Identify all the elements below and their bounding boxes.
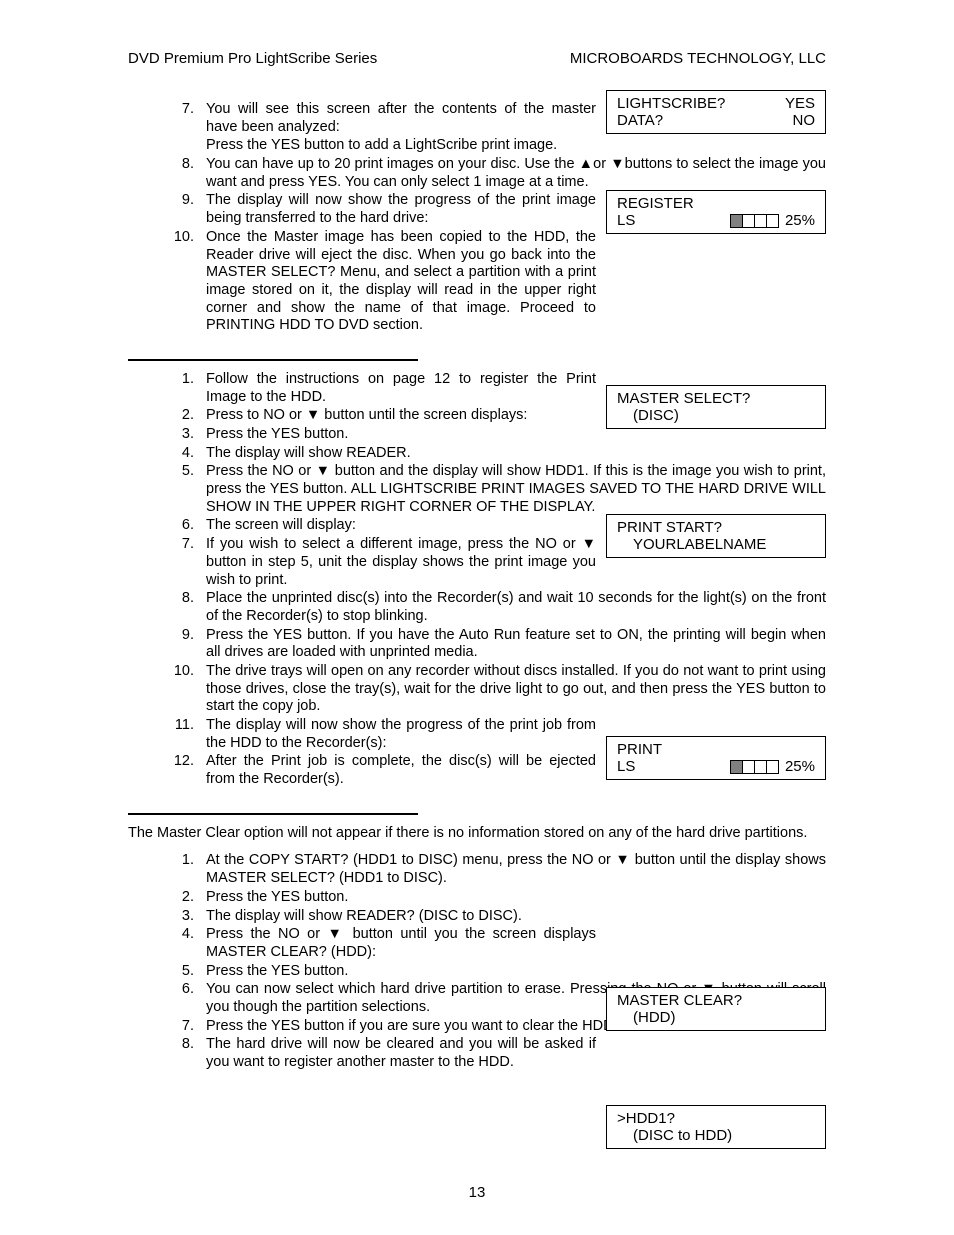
item-text: Press the NO or ▼ button and the display… <box>206 463 826 516</box>
item-number: 2. <box>160 889 206 907</box>
item-text: Once the Master image has been copied to… <box>206 229 826 335</box>
list-item: 8.The hard drive will now be cleared and… <box>160 1036 826 1071</box>
item-number: 2. <box>160 407 206 425</box>
item-text: Press the YES button. <box>206 963 826 981</box>
item-text: Place the unprinted disc(s) into the Rec… <box>206 590 826 625</box>
item-number: 5. <box>160 463 206 516</box>
display-print: PRINT LS 25% <box>606 736 826 780</box>
list-item: 9.Press the YES button. If you have the … <box>160 627 826 662</box>
section3-intro: The Master Clear option will not appear … <box>128 825 826 843</box>
display-line: MASTER SELECT? <box>617 390 815 407</box>
item-text: At the COPY START? (HDD1 to DISC) menu, … <box>206 852 826 887</box>
page-number: 13 <box>0 1184 954 1201</box>
progress-indicator: 25% <box>730 758 815 775</box>
display-value: YES <box>785 95 815 112</box>
page: DVD Premium Pro LightScribe Series MICRO… <box>0 0 954 1235</box>
display-line: REGISTER <box>617 195 815 212</box>
display-master-clear: MASTER CLEAR? (HDD) <box>606 987 826 1031</box>
display-line: PRINT <box>617 741 815 758</box>
progress-indicator: 25% <box>730 212 815 229</box>
display-line: DATA? <box>617 112 663 129</box>
progress-pct: 25% <box>785 758 815 775</box>
list-item: 4.Press the NO or ▼ button until you the… <box>160 926 826 961</box>
item-text: Press the NO or ▼ button until you the s… <box>206 926 826 961</box>
item-text: Press the YES button. If you have the Au… <box>206 627 826 662</box>
list-item: 8.Place the unprinted disc(s) into the R… <box>160 590 826 625</box>
list-item: 4.The display will show READER. <box>160 445 826 463</box>
item-number: 8. <box>160 156 206 191</box>
list-item: 10.Once the Master image has been copied… <box>160 229 826 335</box>
display-line: (DISC to HDD) <box>617 1127 815 1144</box>
item-number: 10. <box>160 663 206 716</box>
list-item: 5.Press the YES button. <box>160 963 826 981</box>
divider <box>128 359 418 361</box>
list-item: 3.The display will show READER? (DISC to… <box>160 908 826 926</box>
display-line: (DISC) <box>617 407 815 424</box>
list-item-cont: Press the YES button to add a LightScrib… <box>160 137 826 155</box>
item-number: 7. <box>160 536 206 589</box>
display-master-select: MASTER SELECT? (DISC) <box>606 385 826 429</box>
display-line: PRINT START? <box>617 519 815 536</box>
display-line: LS <box>617 212 635 229</box>
item-number: 8. <box>160 1036 206 1071</box>
item-number: 12. <box>160 753 206 788</box>
item-number: 6. <box>160 981 206 1016</box>
item-number: 3. <box>160 908 206 926</box>
display-line: MASTER CLEAR? <box>617 992 815 1009</box>
section2-list: 1.Follow the instructions on page 12 to … <box>128 371 826 789</box>
list-item: 1.At the COPY START? (HDD1 to DISC) menu… <box>160 852 826 887</box>
item-number: 5. <box>160 963 206 981</box>
item-number: 7. <box>160 1018 206 1036</box>
item-number-empty <box>160 137 206 155</box>
list-item: 8.You can have up to 20 print images on … <box>160 156 826 191</box>
section3-list: 1.At the COPY START? (HDD1 to DISC) menu… <box>128 852 826 1071</box>
item-number: 1. <box>160 852 206 887</box>
item-text: The hard drive will now be cleared and y… <box>206 1036 826 1071</box>
item-number: 10. <box>160 229 206 335</box>
progress-bar-icon <box>730 760 779 774</box>
header-right: MICROBOARDS TECHNOLOGY, LLC <box>570 50 826 67</box>
item-number: 4. <box>160 445 206 463</box>
item-number: 3. <box>160 426 206 444</box>
list-item: 5.Press the NO or ▼ button and the displ… <box>160 463 826 516</box>
display-register: REGISTER LS 25% <box>606 190 826 234</box>
display-line: YOURLABELNAME <box>617 536 815 553</box>
item-text: Press the YES button to add a LightScrib… <box>206 137 826 155</box>
display-value: NO <box>793 112 816 129</box>
display-line: LS <box>617 758 635 775</box>
item-text: The display will show READER? (DISC to D… <box>206 908 826 926</box>
item-number: 1. <box>160 371 206 406</box>
page-header: DVD Premium Pro LightScribe Series MICRO… <box>128 50 826 67</box>
list-item: 10.The drive trays will open on any reco… <box>160 663 826 716</box>
item-text: The display will show READER. <box>206 445 826 463</box>
item-number: 7. <box>160 101 206 136</box>
item-text: The drive trays will open on any recorde… <box>206 663 826 716</box>
header-left: DVD Premium Pro LightScribe Series <box>128 50 377 67</box>
progress-bar-icon <box>730 214 779 228</box>
list-item: 2.Press the YES button. <box>160 889 826 907</box>
item-text: You can have up to 20 print images on yo… <box>206 156 826 191</box>
progress-pct: 25% <box>785 212 815 229</box>
display-line: LIGHTSCRIBE? <box>617 95 725 112</box>
display-line: >HDD1? <box>617 1110 815 1127</box>
display-hdd1: >HDD1? (DISC to HDD) <box>606 1105 826 1149</box>
item-number: 8. <box>160 590 206 625</box>
display-print-start: PRINT START? YOURLABELNAME <box>606 514 826 558</box>
item-number: 4. <box>160 926 206 961</box>
divider <box>128 813 418 815</box>
display-line: (HDD) <box>617 1009 815 1026</box>
item-text: Press the YES button. <box>206 889 826 907</box>
item-number: 6. <box>160 517 206 535</box>
item-number: 9. <box>160 192 206 227</box>
content: 7.You will see this screen after the con… <box>128 101 826 1072</box>
item-number: 11. <box>160 717 206 752</box>
display-lightscribe: LIGHTSCRIBE? YES DATA? NO <box>606 90 826 134</box>
item-number: 9. <box>160 627 206 662</box>
